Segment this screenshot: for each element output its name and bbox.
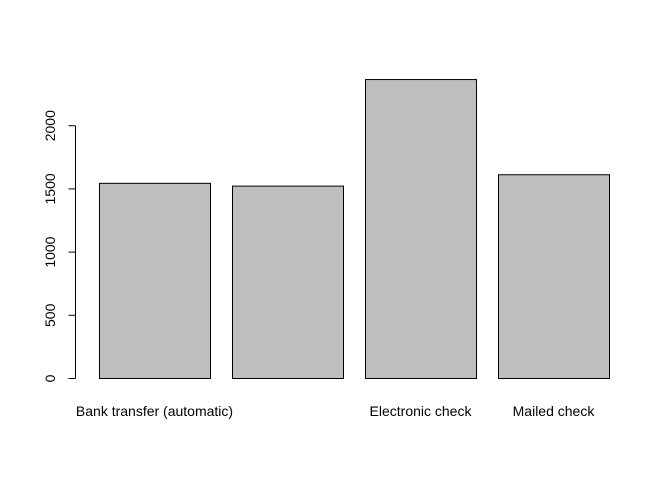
y-tick-label: 1500 [42, 173, 58, 204]
bar [232, 185, 344, 379]
y-tick-label: 2000 [42, 110, 58, 141]
x-axis-labels: Bank transfer (automatic) Electronic chec… [76, 403, 595, 419]
bar [498, 174, 610, 379]
x-category-label: Bank transfer (automatic) [76, 403, 233, 419]
x-category-label: Mailed check [513, 403, 596, 419]
x-category-label: Electronic check [370, 403, 473, 419]
y-tick-label: 1000 [42, 236, 58, 267]
bar [99, 182, 211, 379]
y-tick-label: 0 [42, 374, 58, 382]
bar [365, 79, 477, 380]
y-axis: 0 500 1000 1500 2000 [42, 110, 76, 382]
bars [99, 79, 610, 380]
y-tick-label: 500 [42, 303, 58, 327]
